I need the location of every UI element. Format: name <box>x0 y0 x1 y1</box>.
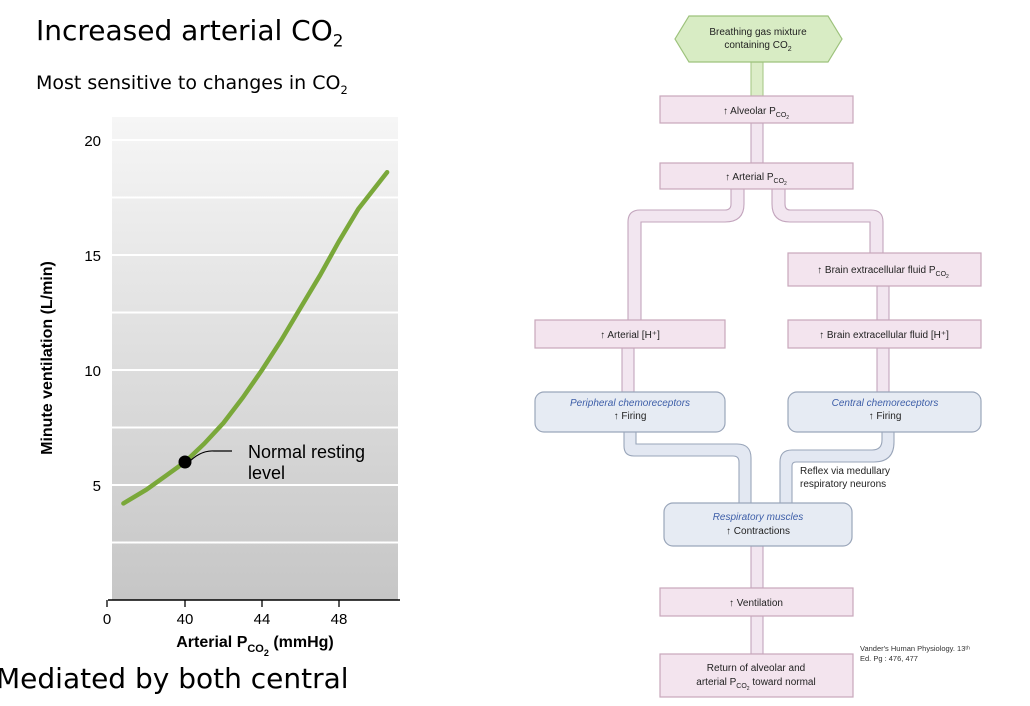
arrow-arterial-split <box>627 188 745 321</box>
arrow-muscles-ventilation <box>750 545 764 589</box>
gas-mixture-line2: containing CO2 <box>724 40 791 53</box>
reflex-line1: Reflex via medullary <box>800 466 890 477</box>
brain-ecf-h-label: ↑ Brain extracellular fluid [H⁺] <box>819 330 949 341</box>
y-tick-label: 15 <box>84 248 101 265</box>
ventilation-label: ↑ Ventilation <box>729 598 783 609</box>
arrow-ventilation-return <box>750 615 764 655</box>
box-arterial-h <box>534 319 726 349</box>
brain-ecf-pco2-label: ↑ Brain extracellular fluid PCO2 <box>817 265 949 280</box>
slide-title: Increased arterial CO2 <box>36 14 344 51</box>
y-tick-label: 5 <box>93 478 101 495</box>
slide-subtitle: Most sensitive to changes in CO2 <box>36 72 348 97</box>
central-sub: ↑ Firing <box>869 411 902 422</box>
arrow-brainpco2-brainh <box>876 285 890 321</box>
arterial-pco2-label: ↑ Arterial PCO2 <box>725 172 787 187</box>
citation: Vander's Human Physiology. 13ᵗʰ Ed. Pg :… <box>860 644 970 663</box>
x-axis-label: Arterial PCO2 (mmHg) <box>176 634 334 658</box>
box-gas-mixture <box>674 15 843 63</box>
annotation-label-line1: Normal resting <box>248 442 365 462</box>
gas-mixture-line1: Breathing gas mixture <box>709 27 807 38</box>
box-alveolar-pco2 <box>659 95 854 124</box>
arrow-gas-alveolar <box>750 61 764 97</box>
x-tick-label: 48 <box>331 611 348 628</box>
box-return-normal <box>659 653 854 698</box>
return-line1: Return of alveolar and <box>707 663 805 674</box>
x-tick-label: 44 <box>254 611 271 628</box>
reflex-line2: respiratory neurons <box>800 479 886 490</box>
arterial-h-label: ↑ Arterial [H⁺] <box>600 330 660 341</box>
arrow-brainh-central <box>876 347 890 393</box>
box-brain-ecf-pco2 <box>787 252 982 287</box>
return-line2: arterial PCO2 toward normal <box>696 677 815 692</box>
central-title: Central chemoreceptors <box>832 398 939 409</box>
box-brain-ecf-h <box>787 319 982 349</box>
box-peripheral-chemoreceptors <box>534 391 726 433</box>
box-arterial-pco2 <box>659 162 854 190</box>
arrow-alveolar-arterial <box>750 122 764 164</box>
arrow-arterial-brain <box>771 188 884 254</box>
normal-resting-point <box>178 455 192 469</box>
x-tick-label: 40 <box>177 611 194 628</box>
annotation-label-line2: level <box>248 463 285 483</box>
resp-muscles-sub: ↑ Contractions <box>726 526 790 537</box>
arrow-peripheral-muscles <box>623 431 752 504</box>
box-central-chemoreceptors <box>787 391 982 433</box>
co2-flowchart: Breathing gas mixture containing CO2 ↑ A… <box>534 15 982 698</box>
peripheral-title: Peripheral chemoreceptors <box>570 398 690 409</box>
x-tick-label: 0 <box>103 611 111 628</box>
y-axis-label: Minute ventilation (L/min) <box>39 261 56 455</box>
bottom-text: Mediated by both central <box>0 662 349 695</box>
y-tick-label: 20 <box>84 133 101 150</box>
box-ventilation <box>659 587 854 617</box>
arrow-h-peripheral <box>621 347 635 393</box>
alveolar-pco2-label: ↑ Alveolar PCO2 <box>723 106 789 121</box>
plot-area <box>112 117 398 600</box>
ventilation-curve <box>121 169 390 506</box>
peripheral-sub: ↑ Firing <box>614 411 647 422</box>
resp-muscles-title: Respiratory muscles <box>713 512 804 523</box>
ventilation-chart: 0 40 44 48 5 10 15 20 Normal resting level Min… <box>39 117 400 658</box>
box-respiratory-muscles <box>663 502 853 547</box>
y-tick-label: 10 <box>84 363 101 380</box>
